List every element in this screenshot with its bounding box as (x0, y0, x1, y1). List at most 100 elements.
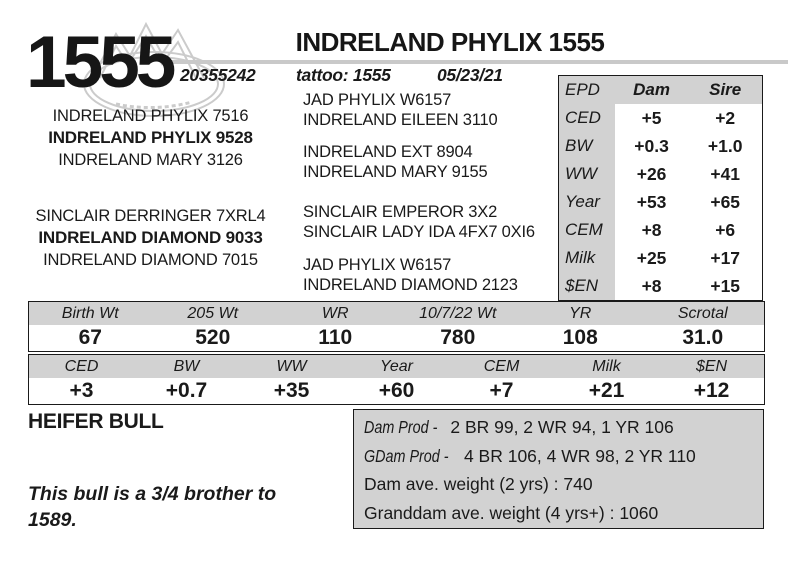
epd-sire-value: +1.0 (707, 135, 743, 156)
sire-granddam: INDRELAND MARY 3126 (58, 151, 243, 169)
epd-sire-value: +2 (715, 107, 736, 128)
epd-row-label: Milk (559, 244, 615, 272)
epd-row-label: CEM (559, 216, 615, 244)
weights-value: 780 (440, 326, 476, 349)
weights-header: WR (321, 305, 349, 322)
individual-epd-value: +3 (69, 379, 94, 402)
dam-prod-line: Dam Prod - 2 BR 99, 2 WR 94, 1 YR 106 (364, 413, 753, 442)
individual-epd-header: Year (380, 358, 413, 375)
epd-dam-value: +25 (636, 247, 667, 268)
epd-table-row: CEM +8 +6 (559, 216, 762, 244)
epd-row-label: $EN (559, 272, 615, 300)
weights-header: 205 Wt (187, 305, 239, 322)
tattoo: tattoo: 1555 (296, 65, 391, 85)
epd-table-header-row: EPD Dam Sire (559, 76, 762, 104)
epd-sire-value: +41 (710, 163, 741, 184)
sire-name: INDRELAND PHYLIX 9528 (48, 128, 253, 147)
individual-epd-header: BW (173, 358, 200, 375)
individual-epd-header: CED (64, 358, 99, 375)
epd-row-label: CED (559, 104, 615, 132)
epd-dam-value: +8 (641, 219, 662, 240)
epd-dam-value: +5 (641, 107, 662, 128)
individual-epd-value: +21 (588, 379, 625, 402)
weights-table: Birth Wt 205 Wt WR 10/7/22 Wt YR Scrotal… (28, 301, 765, 352)
epd-dam-value: +8 (641, 275, 662, 296)
dam-granddam: INDRELAND DIAMOND 7015 (43, 251, 258, 269)
individual-epd-value-row: +3 +0.7 +35 +60 +7 +21 +12 (29, 378, 764, 403)
ancestor-name: INDRELAND MARY 9155 (303, 163, 488, 181)
weights-value: 31.0 (682, 326, 724, 349)
classification-label: HEIFER BULL (28, 410, 164, 433)
ancestor-name: SINCLAIR LADY IDA 4FX7 0XI6 (303, 223, 535, 241)
individual-epd-value: +60 (378, 379, 415, 402)
gdam-prod-value: 4 BR 106, 4 WR 98, 2 YR 110 (463, 445, 696, 466)
ancestor-name: INDRELAND DIAMOND 2123 (303, 276, 518, 294)
sale-comment: This bull is a 3/4 brother to 1589. (28, 481, 348, 533)
epd-table-row: WW +26 +41 (559, 160, 762, 188)
weights-header: Birth Wt (61, 305, 119, 322)
lot-number: 1555 (26, 22, 176, 103)
ancestor-pair: INDRELAND EXT 8904 INDRELAND MARY 9155 (303, 142, 488, 182)
individual-epd-value: +7 (489, 379, 514, 402)
epd-header-epd: EPD (565, 80, 600, 99)
ancestor-name: SINCLAIR EMPEROR 3X2 (303, 203, 498, 221)
registration-number: 20355242 (180, 65, 256, 85)
epd-dam-value: +0.3 (634, 135, 669, 156)
page-title: INDRELAND PHYLIX 1555 (295, 27, 605, 57)
dam-avg-weight: Dam ave. weight (2 yrs) : 740 (364, 474, 593, 494)
sire-group: INDRELAND PHYLIX 7516 INDRELAND PHYLIX 9… (8, 105, 293, 171)
individual-epd-header: $EN (695, 358, 728, 375)
individual-epd-table: CED BW WW Year CEM Milk $EN +3 +0.7 +35 … (28, 354, 765, 405)
epd-dam-value: +26 (636, 163, 667, 184)
registration-row: 20355242 tattoo: 1555 05/23/21 (0, 65, 797, 89)
epd-table-row: Year +53 +65 (559, 188, 762, 216)
dam-name: INDRELAND DIAMOND 9033 (38, 228, 263, 247)
granddam-avg-weight: Granddam ave. weight (4 yrs+) : 1060 (364, 502, 659, 523)
dam-production-box: Dam Prod - 2 BR 99, 2 WR 94, 1 YR 106 GD… (353, 409, 764, 529)
epd-table-row: BW +0.3 +1.0 (559, 132, 762, 160)
sale-comment-line: 1589. (28, 509, 77, 531)
gdam-prod-label: GDam Prod - (364, 445, 449, 466)
ancestor-name: JAD PHYLIX W6157 (303, 256, 452, 274)
sire-grandsire: INDRELAND PHYLIX 7516 (52, 107, 249, 125)
dam-grandsire: SINCLAIR DERRINGER 7XRL4 (35, 207, 266, 225)
ancestor-pair: JAD PHYLIX W6157 INDRELAND EILEEN 3110 (303, 90, 498, 130)
weights-header: Scrotal (677, 305, 728, 322)
individual-epd-value: +12 (693, 379, 730, 402)
epd-dam-value: +53 (636, 191, 667, 212)
dam-prod-label: Dam Prod - (364, 417, 438, 437)
ancestor-pair: JAD PHYLIX W6157 INDRELAND DIAMOND 2123 (303, 255, 518, 295)
individual-epd-header: WW (276, 358, 307, 375)
epd-table-row: $EN +8 +15 (559, 272, 762, 300)
individual-epd-value: +35 (273, 379, 310, 402)
title-underline (167, 60, 788, 64)
weights-value: 108 (562, 326, 598, 349)
epd-header-sire: Sire (709, 80, 742, 99)
ancestor-pair: SINCLAIR EMPEROR 3X2 SINCLAIR LADY IDA 4… (303, 202, 535, 242)
individual-epd-header-row: CED BW WW Year CEM Milk $EN (29, 355, 764, 378)
ancestor-name: INDRELAND EXT 8904 (303, 143, 473, 161)
epd-sire-value: +65 (710, 191, 741, 212)
epd-sire-value: +15 (710, 275, 741, 296)
epd-row-label: Year (559, 188, 615, 216)
dam-prod-value: 2 BR 99, 2 WR 94, 1 YR 106 (450, 417, 674, 437)
ancestor-name: INDRELAND EILEEN 3110 (303, 111, 498, 129)
individual-epd-value: +0.7 (165, 379, 208, 402)
epd-table-row: Milk +25 +17 (559, 244, 762, 272)
individual-epd-header: CEM (483, 358, 520, 375)
epd-header-dam: Dam (633, 80, 670, 99)
weights-value: 67 (78, 326, 102, 349)
epd-dam-sire-table: EPD Dam Sire CED +5 +2 BW +0.3 +1.0 WW +… (558, 75, 763, 301)
epd-sire-value: +17 (710, 247, 741, 268)
ancestor-name: JAD PHYLIX W6157 (303, 91, 452, 109)
weights-table-value-row: 67 520 110 780 108 31.0 (29, 325, 764, 350)
dam-group: SINCLAIR DERRINGER 7XRL4 INDRELAND DIAMO… (8, 205, 293, 271)
sale-comment-line: This bull is a 3/4 brother to (28, 483, 277, 505)
weights-table-header-row: Birth Wt 205 Wt WR 10/7/22 Wt YR Scrotal (29, 302, 764, 325)
weights-header: YR (569, 305, 592, 322)
epd-row-label: BW (559, 132, 615, 160)
weights-header: 10/7/22 Wt (419, 305, 497, 322)
weights-value: 520 (195, 326, 231, 349)
epd-row-label: WW (559, 160, 615, 188)
